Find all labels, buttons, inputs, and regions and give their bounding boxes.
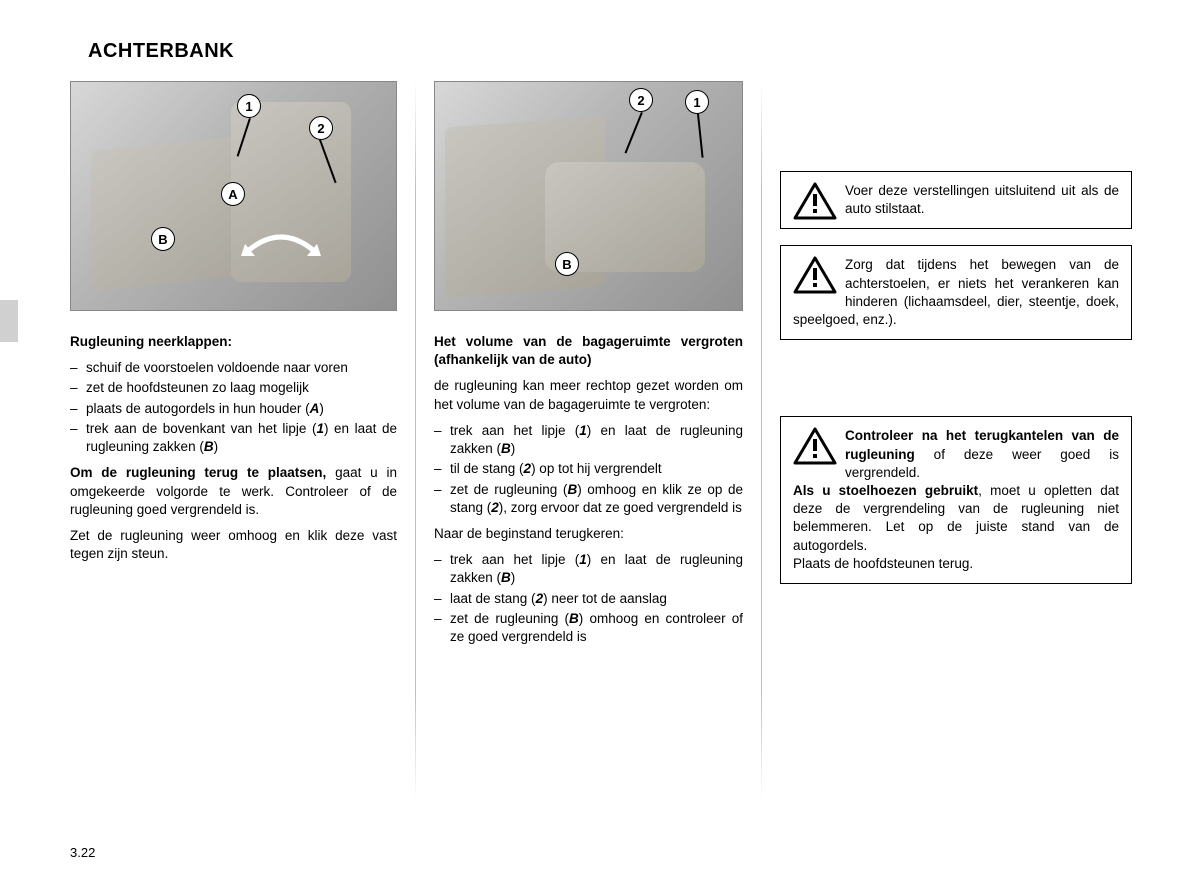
list-item: trek aan de bovenkant van het lipje (1) … (70, 420, 397, 456)
warning-icon (793, 256, 837, 294)
callout-1: 1 (685, 90, 709, 114)
callout-1: 1 (237, 94, 261, 118)
list-item: laat de stang (2) neer tot de aanslag (434, 590, 743, 608)
list-item: zet de rugleuning (B) omhoog en controle… (434, 610, 743, 646)
list-item: trek aan het lipje (1) en laat de rugleu… (434, 551, 743, 587)
page-number: 3.22 (70, 845, 95, 860)
page-title: ACHTERBANK (88, 40, 1140, 63)
warning-box-2: Zorg dat tijdens het bewegen van de acht… (780, 245, 1132, 340)
warning-box-1: Voer deze verstellingen uitsluitend uit … (780, 171, 1132, 229)
callout-2: 2 (629, 88, 653, 112)
callout-B: B (151, 227, 175, 251)
column-3: Voer deze verstellingen uitsluitend uit … (762, 81, 1132, 801)
list-item: zet de hoofdsteunen zo laag mogelijk (70, 379, 397, 397)
list-item: zet de rugleuning (B) omhoog en klik ze … (434, 481, 743, 517)
callout-A: A (221, 182, 245, 206)
col1-text: Rugleuning neerklappen: schuif de voorst… (70, 333, 397, 563)
figure-2: 2 1 B 38848 (434, 81, 743, 311)
column-2: 2 1 B 38848 Het volume van de bagageruim… (416, 81, 761, 801)
warning-icon (793, 427, 837, 465)
column-1: 1 2 A B 38849 Rugleuning neerklappen: sc… (70, 81, 415, 801)
list-item: schuif de voorstoelen voldoende naar vor… (70, 359, 397, 377)
callout-B: B (555, 252, 579, 276)
col2-text: Het volume van de bagageruimte vergroten… (434, 333, 743, 646)
side-tab (0, 300, 18, 342)
list-item: plaats de autogordels in hun houder (A) (70, 400, 397, 418)
arrow-icon (241, 222, 321, 262)
list-item: trek aan het lipje (1) en laat de rugleu… (434, 422, 743, 458)
warning-icon (793, 182, 837, 220)
warning-box-3: Controleer na het terugkantelen van de r… (780, 416, 1132, 584)
list-item: til de stang (2) op tot hij vergrendelt (434, 460, 743, 478)
callout-2: 2 (309, 116, 333, 140)
content-columns: 1 2 A B 38849 Rugleuning neerklappen: sc… (70, 81, 1140, 801)
figure-1: 1 2 A B 38849 (70, 81, 397, 311)
